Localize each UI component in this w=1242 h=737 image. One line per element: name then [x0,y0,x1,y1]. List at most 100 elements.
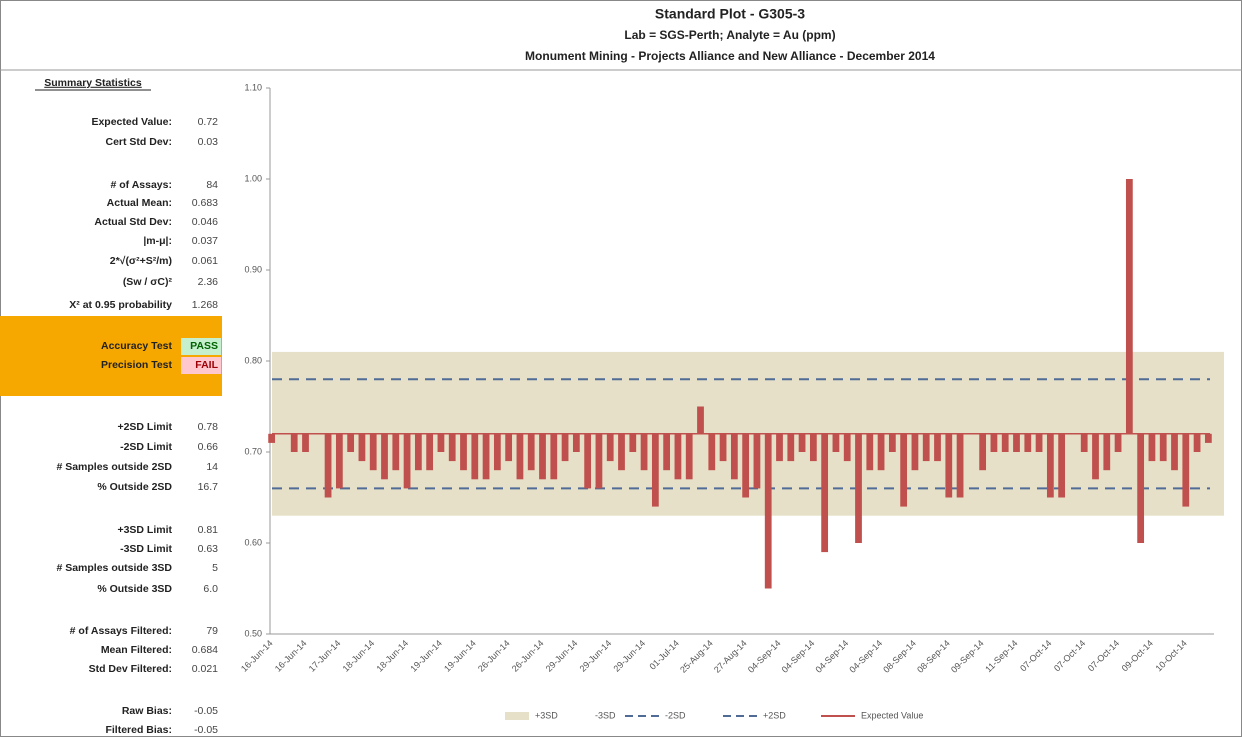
stat-value: 16.7 [198,481,219,493]
bar [629,433,637,452]
stat-value: 0.683 [192,197,218,209]
stat-label: -3SD Limit [120,543,172,555]
legend-label: -3SD [595,710,616,720]
bar [1035,433,1043,452]
bar [606,433,614,462]
stat-value: 0.63 [198,543,219,555]
stat-value: 0.021 [192,663,218,675]
stat-label: -2SD Limit [120,441,172,453]
x-tick-label: 18-Jun-14 [341,638,377,674]
bar [493,433,501,471]
pass-cell [181,338,221,355]
x-tick-label: 01-Jul-14 [647,638,681,672]
stat-label: Filtered Bias: [105,724,172,736]
summary-heading: Summary Statistics [44,77,142,89]
legend-label: +2SD [763,710,786,720]
x-tick-label: 04-Sep-14 [814,638,851,675]
stat-label: (Sw / σC)² [123,276,173,288]
legend-label: +3SD [535,710,558,720]
bar [324,433,332,498]
x-tick-label: 26-Jun-14 [510,638,546,674]
bar [798,433,806,452]
bar [1171,433,1178,471]
bar [685,433,693,480]
stat-value: 0.037 [192,235,218,247]
bar [369,433,377,471]
x-tick-label: 29-Jun-14 [578,638,614,674]
bar [539,433,546,480]
bar [426,433,434,471]
stat-value: 1.268 [192,299,218,311]
bar [572,433,580,452]
stat-value: 6.0 [203,583,218,595]
bar [719,433,727,462]
bar [1103,433,1111,471]
stat-label: # Samples outside 2SD [56,461,172,473]
stat-label: # of Assays: [111,179,172,191]
bar [448,433,456,462]
y-tick-label: 0.80 [244,355,262,365]
bar [1001,433,1009,452]
bar [1080,433,1088,452]
bar [674,433,682,480]
stat-label: +2SD Limit [117,421,172,433]
bar [697,406,704,434]
stat-label: Mean Filtered: [101,644,172,656]
bar [460,433,467,471]
bar [945,433,953,498]
stat-label: X² at 0.95 probability [69,299,172,311]
bar [900,433,908,507]
x-tick-label: 08-Sep-14 [915,638,952,675]
bar [956,433,964,498]
bar [1125,179,1133,434]
bar [832,433,840,452]
y-tick-label: 0.90 [244,264,262,274]
stat-value: 5 [212,562,218,574]
bar [358,433,366,462]
bar [855,433,862,543]
bar [561,433,569,462]
stat-label: 2*√(σ²+S²/m) [110,255,172,267]
bar [663,433,671,471]
bar [1013,433,1020,452]
legend-label: -2SD [665,710,686,720]
x-tick-label: 07-Oct-14 [1018,638,1053,673]
bar [1114,433,1122,452]
x-tick-label: 16-Jun-14 [239,638,275,674]
stat-value: -0.05 [194,724,218,736]
x-tick-label: 09-Oct-14 [1120,638,1155,673]
bar [268,433,276,443]
y-tick-label: 0.60 [244,537,262,547]
bar [1058,433,1066,498]
y-tick-label: 0.50 [244,628,262,638]
bar [708,433,716,471]
bar [505,433,513,462]
bar [888,433,896,452]
bar [1148,433,1156,462]
y-tick-label: 1.10 [244,82,262,92]
test-block [0,316,222,396]
bar [809,433,817,462]
bar [550,433,558,480]
stat-value: 0.046 [192,216,218,228]
bar [347,433,355,452]
legend-swatch [565,712,589,720]
stat-label: Accuracy Test [101,340,173,352]
bar [1182,433,1190,507]
stat-value: 0.66 [198,441,219,453]
stat-value: 0.78 [198,421,219,433]
bar [1204,433,1212,443]
x-tick-label: 04-Sep-14 [847,638,884,675]
x-tick-label: 29-Jun-14 [544,638,580,674]
bar [979,433,987,471]
stat-value: 79 [206,625,218,637]
stat-label: % Outside 3SD [97,583,172,595]
bar [1137,433,1145,543]
bar [618,433,625,471]
bar [843,433,851,462]
bar [934,433,941,462]
stat-label: Cert Std Dev: [105,136,172,148]
bar [381,433,388,480]
bar [911,433,919,471]
